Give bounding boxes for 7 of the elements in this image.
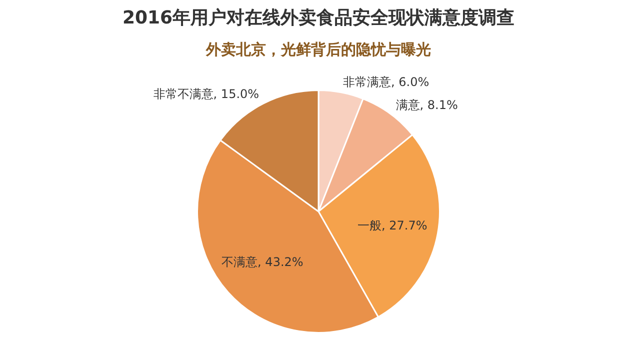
slice-label: 非常满意, 6.0% [343, 75, 430, 90]
slice-label: 一般, 27.7% [358, 218, 428, 232]
chart-subtitle: 外卖北京，光鲜背后的隐忧与曝光 [205, 40, 431, 58]
slice-label: 非常不满意, 15.0% [153, 87, 260, 102]
chart-title: 2016年用户对在线外卖食品安全现状满意度调查 [122, 8, 515, 28]
slice-label: 满意, 8.1% [396, 98, 458, 112]
slice-label: 不满意, 43.2% [222, 254, 304, 269]
